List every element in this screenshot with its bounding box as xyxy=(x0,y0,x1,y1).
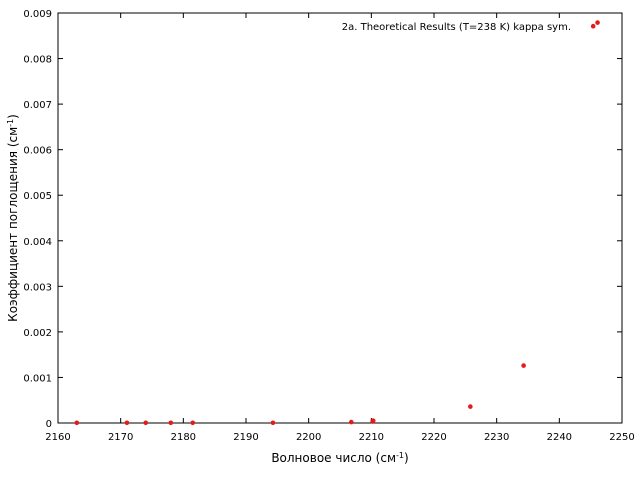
data-point xyxy=(521,363,526,368)
x-axis-title-tail: ) xyxy=(404,451,409,465)
y-axis-title-tail: ) xyxy=(6,114,20,119)
y-tick-label: 0.001 xyxy=(23,373,52,384)
plot-frame xyxy=(57,12,623,424)
x-tick-label: 2190 xyxy=(233,432,258,443)
data-point xyxy=(190,420,196,426)
x-axis-title-main: Волновое число (см xyxy=(271,451,396,465)
data-point xyxy=(348,419,354,425)
x-tick-label: 2160 xyxy=(45,432,70,443)
x-tick-label: 2240 xyxy=(547,432,572,443)
y-tick-label: 0 xyxy=(46,419,52,430)
y-axis-title-main: Коэффициент поглощения (см xyxy=(6,127,20,322)
data-point xyxy=(590,23,596,29)
y-tick-label: 0.009 xyxy=(23,9,52,20)
x-tick-label: 2170 xyxy=(108,432,133,443)
data-point xyxy=(270,420,276,426)
x-axis-title: Волновое число (см-1) xyxy=(271,451,408,466)
data-point xyxy=(143,420,149,426)
y-axis-title: Коэффициент поглощения (см-1) xyxy=(6,114,21,322)
legend-label: 2a. Theoretical Results (T=238 K) kappa … xyxy=(342,22,571,33)
data-point xyxy=(468,404,473,409)
y-tick-label: 0.005 xyxy=(23,191,52,202)
y-tick-label: 0.002 xyxy=(23,328,52,339)
y-axis-title-sup: -1 xyxy=(6,119,15,127)
y-tick-label: 0.004 xyxy=(23,237,52,248)
x-tick-label: 2230 xyxy=(484,432,509,443)
x-tick-label: 2250 xyxy=(609,432,634,443)
data-point xyxy=(124,420,130,426)
data-point xyxy=(168,420,174,426)
data-point xyxy=(74,420,80,426)
y-tick-label: 0.008 xyxy=(23,55,52,66)
x-tick-label: 2220 xyxy=(421,432,446,443)
x-tick-label: 2200 xyxy=(296,432,321,443)
data-points xyxy=(74,20,600,426)
y-tick-label: 0.006 xyxy=(23,146,52,157)
x-axis-title-sup: -1 xyxy=(396,451,404,460)
data-point xyxy=(370,418,376,424)
y-tick-label: 0.007 xyxy=(23,100,52,111)
data-point xyxy=(595,20,600,25)
y-tick-label: 0.003 xyxy=(23,282,52,293)
axis-ticks: 2160 2170 2180 2190 2200 2210 2220 2230 2240 2250… xyxy=(23,9,634,443)
x-tick-label: 2210 xyxy=(359,432,384,443)
x-tick-label: 2180 xyxy=(171,432,196,443)
